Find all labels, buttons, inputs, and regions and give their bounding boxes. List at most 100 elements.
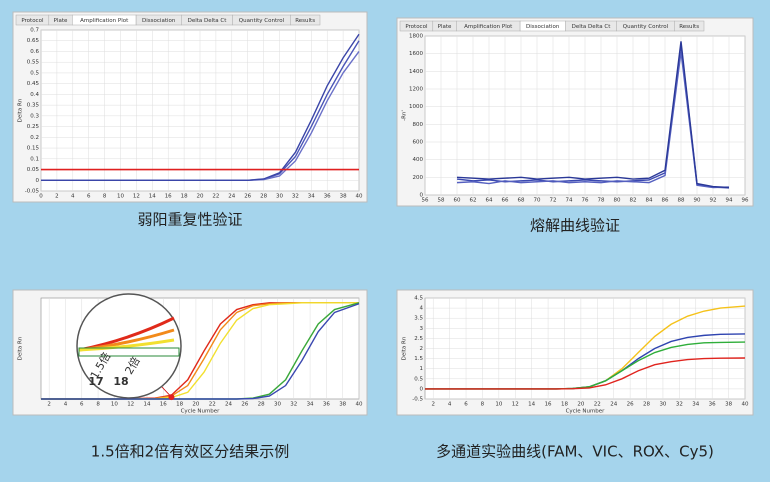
x-tick-label: 28 [260, 194, 267, 200]
y-tick-label: 1 [420, 366, 424, 372]
x-axis-label: Cycle Number [181, 409, 221, 415]
x-tick-label: 92 [710, 198, 717, 204]
x-tick-label: 26 [241, 402, 248, 408]
y-tick-label: 200 [413, 175, 424, 181]
tab-label: Dissociation [526, 24, 560, 30]
annotation: 17 [88, 375, 103, 388]
y-tick-label: 0.25 [27, 124, 40, 130]
x-tick-label: 56 [422, 198, 429, 204]
tab-label: Dissociation [142, 18, 176, 24]
x-tick-label: 8 [103, 194, 107, 200]
x-tick-label: 20 [577, 402, 584, 408]
y-tick-label: -0.05 [25, 189, 40, 195]
y-tick-label: 1000 [409, 104, 423, 110]
x-tick-label: 6 [87, 194, 91, 200]
x-tick-label: 78 [598, 198, 605, 204]
y-tick-label: 2.5 [414, 336, 423, 342]
x-tick-label: 4 [71, 194, 75, 200]
data-line [425, 357, 746, 390]
x-tick-label: 16 [165, 194, 172, 200]
y-tick-label: 0.4 [30, 92, 39, 98]
x-tick-label: 12 [127, 402, 134, 408]
tab-label: Results [295, 18, 315, 24]
y-tick-label: 400 [413, 157, 424, 163]
x-tick-label: 34 [307, 402, 314, 408]
x-tick-label: 60 [454, 198, 461, 204]
y-tick-label: 0.3 [30, 113, 39, 119]
x-tick-label: 26 [627, 402, 634, 408]
data-line [456, 51, 730, 189]
chart: 2 4 6 8 10 12 14 16 18 20 22 24 26 28 30 32 34 36 38 40Delt… [12, 289, 368, 461]
tab-label: Quantity Control [239, 18, 285, 24]
x-tick-label: 20 [197, 194, 204, 200]
x-tick-label: 40 [356, 402, 363, 408]
data-line [41, 303, 360, 400]
x-tick-label: 72 [550, 198, 557, 204]
tab [290, 14, 321, 26]
y-tick-label: -0.5 [412, 397, 423, 403]
x-tick-label: 18 [561, 402, 568, 408]
y-tick-label: 0 [36, 178, 40, 184]
x-tick-label: 84 [646, 198, 653, 204]
x-tick-label: 4 [64, 402, 68, 408]
y-axis-label: Delta Rn [18, 98, 24, 122]
x-tick-label: 26 [244, 194, 251, 200]
y-tick-label: 0.7 [30, 28, 39, 34]
tab-label: Delta Delta Ct [188, 18, 228, 24]
chart: -0.500.511.522.533.544.52 4 6 8 10 12 14 16 18 20… [396, 289, 754, 461]
x-tick-label: 76 [582, 198, 589, 204]
tab-label: Plate [54, 18, 68, 24]
x-tick-label: 14 [149, 194, 156, 200]
x-tick-label: 8 [96, 402, 100, 408]
y-tick-label: 0 [420, 193, 424, 199]
x-tick-label: 30 [659, 402, 666, 408]
x-tick-label: 34 [692, 402, 699, 408]
tab-label: Quantity Control [623, 24, 669, 30]
y-tick-label: 1.5 [414, 356, 423, 362]
data-line [41, 33, 360, 181]
x-tick-label: 8 [481, 402, 485, 408]
y-tick-label: 800 [413, 122, 424, 128]
caption: 弱阳重复性验证 [137, 211, 242, 229]
x-tick-label: 64 [486, 198, 493, 204]
caption: 熔解曲线验证 [530, 217, 620, 235]
y-tick-label: 3.5 [414, 316, 423, 322]
x-tick-label: 16 [160, 402, 167, 408]
caption: 多通道实验曲线(FAM、VIC、ROX、Cy5) [436, 443, 714, 461]
x-tick-label: 14 [528, 402, 535, 408]
x-tick-label: 66 [502, 198, 509, 204]
y-axis-label: Delta Rn [18, 336, 24, 360]
tab-label: Plate [438, 24, 452, 30]
x-tick-label: 18 [176, 402, 183, 408]
x-tick-label: 30 [274, 402, 281, 408]
x-tick-label: 10 [111, 402, 118, 408]
y-tick-label: 0.2 [30, 135, 39, 141]
zoom-point [168, 394, 175, 401]
x-tick-label: 38 [725, 402, 732, 408]
y-tick-label: 0.6 [30, 49, 39, 55]
x-tick-label: 2 [431, 402, 435, 408]
x-tick-label: 80 [614, 198, 621, 204]
x-tick-label: 40 [356, 194, 363, 200]
x-tick-label: 38 [339, 402, 346, 408]
data-line [456, 41, 730, 189]
x-tick-label: 24 [225, 402, 232, 408]
x-axis-label: Cycle Number [566, 409, 606, 415]
x-tick-label: 18 [181, 194, 188, 200]
x-tick-label: 96 [742, 198, 749, 204]
x-tick-label: 32 [292, 194, 299, 200]
tab-label: Protocol [405, 24, 428, 30]
x-tick-label: 22 [212, 194, 219, 200]
x-tick-label: 20 [192, 402, 199, 408]
y-tick-label: 4.5 [414, 296, 423, 302]
x-tick-label: 68 [518, 198, 525, 204]
x-tick-label: 74 [566, 198, 573, 204]
chart: Protocol Plate Amplification Plot Dissociat… [396, 17, 754, 235]
annotation: 18 [113, 375, 128, 388]
caption: 1.5倍和2倍有效区分结果示例 [91, 443, 289, 461]
tab-label: Amplification Plot [80, 18, 129, 24]
x-tick-label: 0 [39, 194, 43, 200]
y-tick-label: 1800 [409, 34, 423, 40]
x-tick-label: 24 [610, 402, 617, 408]
